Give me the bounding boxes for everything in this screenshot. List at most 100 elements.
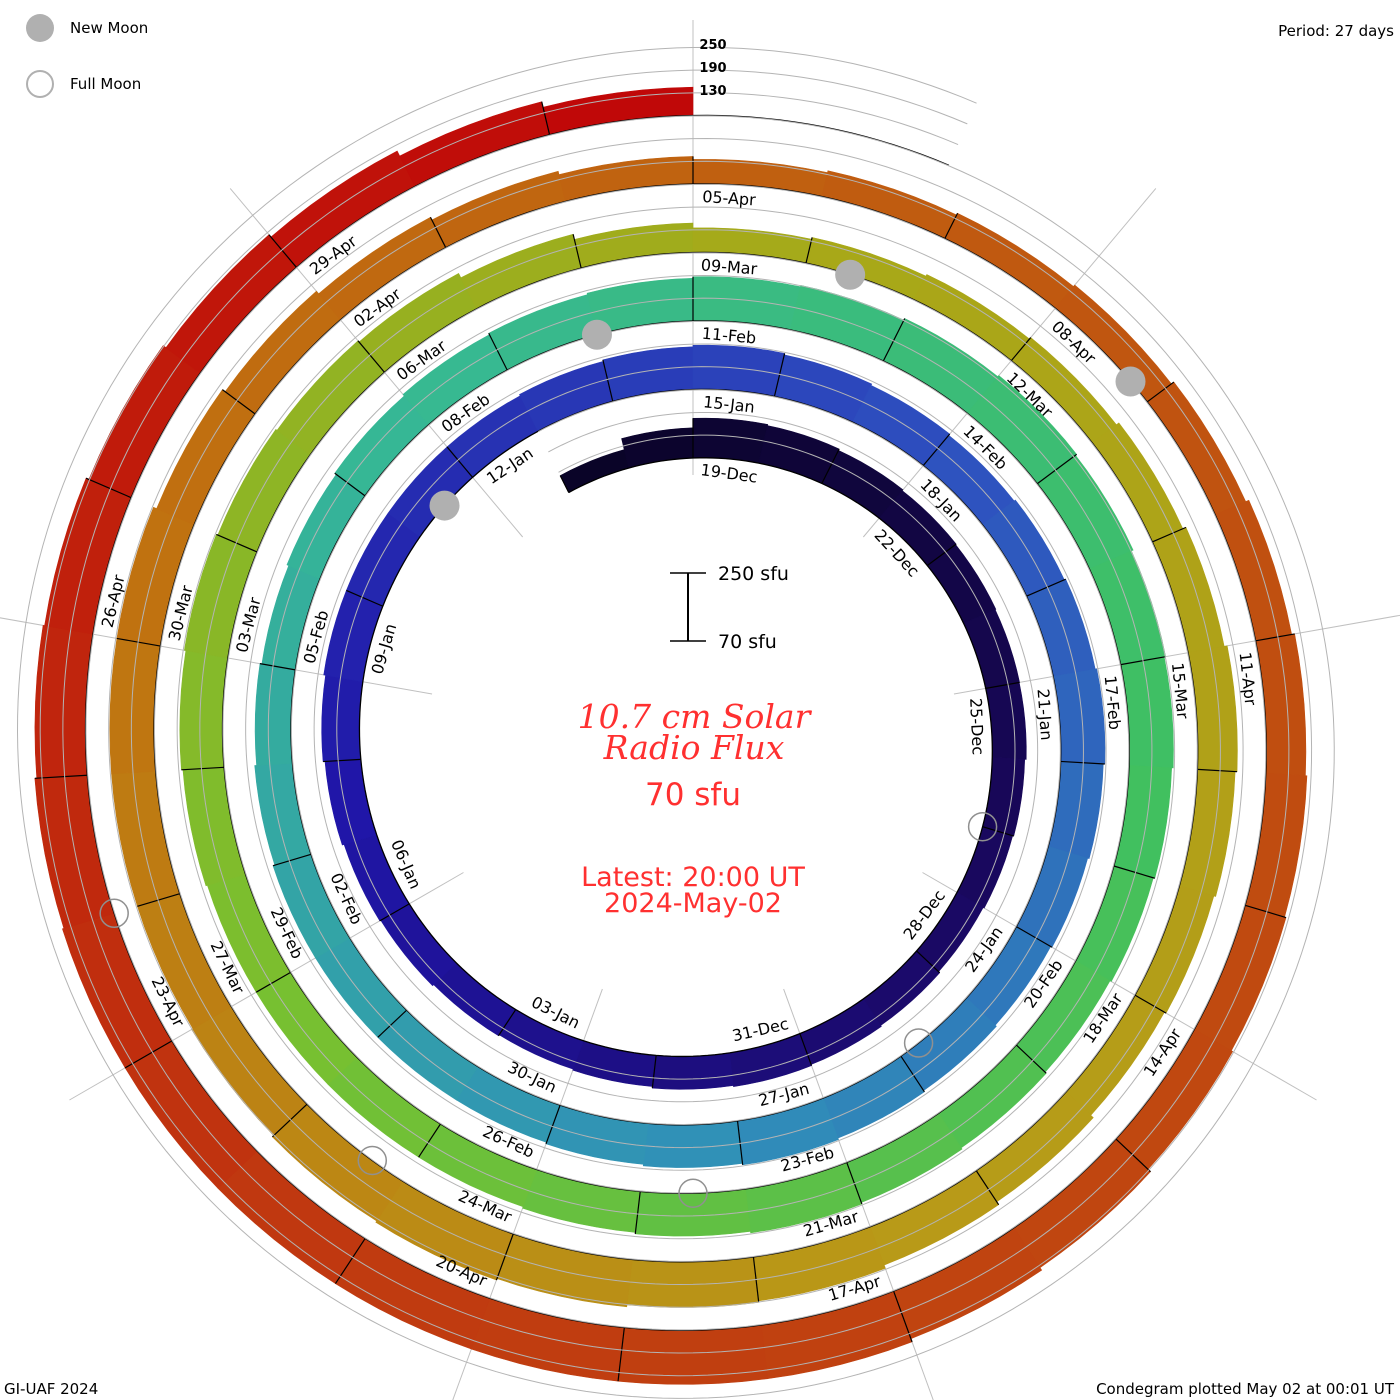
bar-separator bbox=[1113, 865, 1155, 879]
bar-separator bbox=[271, 1103, 308, 1138]
bar-separator bbox=[255, 971, 291, 993]
bar-separator bbox=[272, 853, 312, 867]
date-label: 21-Jan bbox=[1033, 688, 1056, 741]
flux-bar bbox=[111, 770, 181, 907]
bar-separator bbox=[1015, 1044, 1047, 1074]
bar-separator bbox=[1016, 926, 1053, 948]
bar-separator bbox=[216, 533, 258, 553]
level-label-250: 250 bbox=[699, 38, 726, 53]
latest-date: 2024-May-02 bbox=[604, 888, 782, 919]
bar-separator bbox=[900, 1055, 925, 1093]
flux-bar bbox=[1026, 578, 1096, 677]
bar-separator bbox=[259, 663, 296, 671]
bar-separator bbox=[377, 1009, 408, 1038]
flux-bar bbox=[399, 101, 550, 187]
bar-separator bbox=[1146, 381, 1175, 403]
flux-bar bbox=[182, 766, 246, 887]
bar-separator bbox=[268, 234, 297, 268]
flux-bar bbox=[956, 826, 1014, 909]
radial-grid-line bbox=[922, 872, 1317, 1101]
flux-bar bbox=[626, 1256, 760, 1308]
flux-bar bbox=[1179, 769, 1236, 897]
bar-separator bbox=[975, 1170, 1000, 1206]
bar-separator bbox=[379, 903, 410, 922]
bar-separator bbox=[916, 950, 941, 974]
bar-separator bbox=[429, 217, 447, 248]
bar-separator bbox=[821, 448, 840, 484]
bar-separator bbox=[488, 333, 508, 371]
bar-separator bbox=[497, 1009, 517, 1037]
bar-separator bbox=[1134, 994, 1167, 1014]
bar-separator bbox=[116, 637, 161, 647]
date-label: 17-Feb bbox=[1101, 675, 1125, 731]
reference-spiral-130 bbox=[62, 92, 1290, 1354]
flux-bar bbox=[1214, 499, 1293, 642]
flux-bar bbox=[488, 294, 598, 371]
flux-bar bbox=[963, 609, 1020, 689]
full-moon-marker bbox=[678, 1178, 708, 1208]
bar-separator bbox=[1152, 526, 1187, 543]
flux-bar bbox=[573, 222, 694, 269]
bar-separator bbox=[736, 1120, 744, 1165]
bar-separator bbox=[446, 446, 474, 478]
bar-separator bbox=[541, 101, 551, 135]
bar-separator bbox=[1197, 768, 1238, 773]
level-label-130: 130 bbox=[699, 84, 726, 99]
flux-bar bbox=[1015, 845, 1089, 948]
flux-bar bbox=[324, 759, 378, 846]
flux-bar bbox=[634, 1188, 751, 1237]
bar-separator bbox=[1036, 453, 1078, 485]
flux-bar bbox=[1075, 865, 1154, 982]
bar-separator bbox=[773, 353, 786, 397]
flux-bar bbox=[545, 1104, 649, 1165]
full-moon-marker bbox=[99, 898, 129, 929]
flux-bar bbox=[470, 1297, 625, 1382]
new-moon-marker bbox=[581, 319, 612, 350]
flux-bar bbox=[761, 1290, 913, 1380]
date-label: 25-Dec bbox=[966, 698, 988, 756]
legend-new-moon-label: New Moon bbox=[70, 19, 149, 37]
bar-separator bbox=[559, 475, 570, 493]
bar-separator bbox=[985, 681, 1020, 689]
bar-separator bbox=[346, 589, 384, 607]
chart-title-line1: 10.7 cm Solar bbox=[578, 697, 813, 736]
bar-separator bbox=[982, 826, 1014, 837]
date-label: 09-Mar bbox=[700, 255, 758, 278]
bar-separator bbox=[805, 237, 813, 264]
scale-bottom-label: 70 sfu bbox=[718, 631, 777, 653]
bar-separator bbox=[1010, 337, 1032, 362]
radial-grid-line bbox=[862, 188, 1157, 538]
bar-separator bbox=[651, 1055, 657, 1089]
full-moon-marker bbox=[903, 1028, 934, 1058]
bar-separator bbox=[85, 477, 132, 499]
bar-separator bbox=[545, 1104, 561, 1145]
new-moon-marker bbox=[1115, 366, 1146, 397]
full-moon-marker bbox=[357, 1145, 388, 1176]
flux-bar bbox=[321, 674, 364, 762]
flux-bar bbox=[433, 962, 517, 1037]
flux-bar bbox=[692, 417, 769, 464]
chart-title-line2: Radio Flux bbox=[603, 728, 785, 767]
latest-time: Latest: 20:00 UT bbox=[581, 862, 805, 893]
bar-separator bbox=[1026, 578, 1066, 597]
flux-bar bbox=[821, 170, 958, 239]
bar-separator bbox=[323, 758, 361, 763]
flux-bar bbox=[254, 663, 296, 766]
new-moon-icon bbox=[26, 14, 54, 42]
flux-bar bbox=[542, 86, 694, 136]
flux-bar bbox=[572, 1040, 657, 1087]
current-flux-value: 70 sfu bbox=[645, 777, 741, 813]
full-moon-marker bbox=[967, 811, 998, 842]
bar-separator bbox=[418, 1123, 441, 1158]
bar-separator bbox=[1115, 1138, 1151, 1173]
flux-bar bbox=[1244, 773, 1308, 918]
scale-top-label: 250 sfu bbox=[718, 563, 789, 585]
flux-bar bbox=[380, 903, 457, 987]
flux-bar bbox=[642, 1120, 743, 1168]
bar-separator bbox=[357, 340, 385, 373]
reference-spiral-190 bbox=[39, 69, 1313, 1377]
bar-separator bbox=[926, 543, 957, 567]
date-label: 11-Feb bbox=[701, 324, 757, 348]
bar-separator bbox=[1060, 760, 1105, 765]
